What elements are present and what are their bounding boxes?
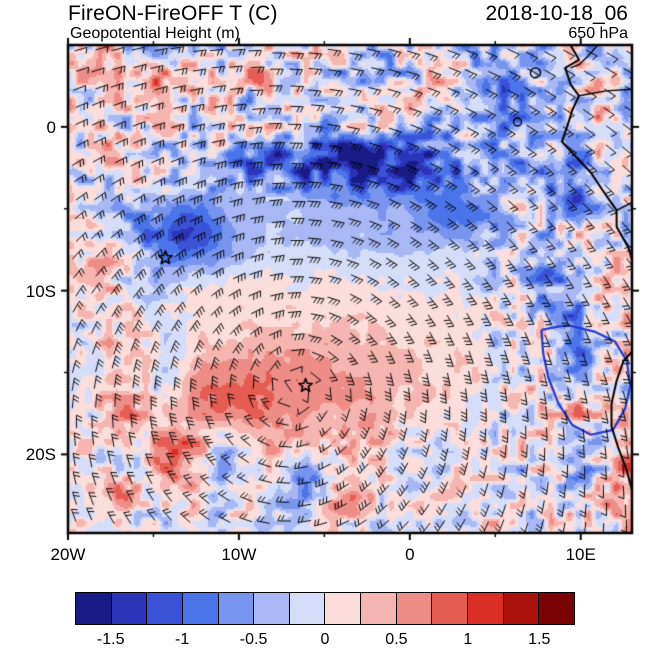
x-tick-label: 0	[405, 545, 415, 564]
colorbar-tick-label: -1.5	[96, 631, 125, 648]
x-tick-label: 10E	[565, 545, 596, 564]
colorbar-tick-label: 0	[320, 631, 330, 648]
colorbar-tick-labels: -1.5 -1 -0.5 0 0.5 1 1.5	[75, 631, 575, 653]
colorbar-tick-label: 0.5	[385, 631, 408, 648]
colorbar-cell	[503, 593, 540, 624]
y-tick-label: 20S	[25, 445, 56, 465]
colorbar-tick-label: -1	[175, 631, 190, 648]
colorbar-tick-label: 1	[463, 631, 473, 648]
y-tick-label: 10S	[25, 281, 56, 301]
colorbar-cell	[218, 593, 255, 624]
colorbar-cell	[396, 593, 433, 624]
colorbar-cell	[254, 593, 290, 624]
colorbar-cell	[182, 593, 219, 624]
colorbar-tick-label: -0.5	[239, 631, 268, 648]
colorbar-cell	[539, 593, 574, 624]
colorbar-cell	[76, 593, 112, 624]
plot-title: FireON-FireOFF T (C)	[68, 2, 278, 25]
colorbar-cell	[361, 593, 397, 624]
colorbar-cell	[147, 593, 183, 624]
colorbar-cell	[468, 593, 504, 624]
plot-datetime: 2018-10-18_06	[485, 2, 628, 25]
colorbar-cell	[289, 593, 326, 624]
colorbar-cell	[432, 593, 469, 624]
colorbar-cell	[325, 593, 362, 624]
y-tick-label: 0	[46, 117, 56, 137]
plot-subtitle: Geopotential Height (m)	[70, 25, 240, 42]
colorbar-cell	[111, 593, 148, 624]
x-tick-label: 10W	[221, 545, 257, 564]
colorbar-tick-label: 1.5	[528, 631, 551, 648]
colorbar	[75, 592, 575, 625]
x-tick-label: 20W	[50, 545, 86, 564]
plot-level: 650 hPa	[568, 25, 628, 42]
